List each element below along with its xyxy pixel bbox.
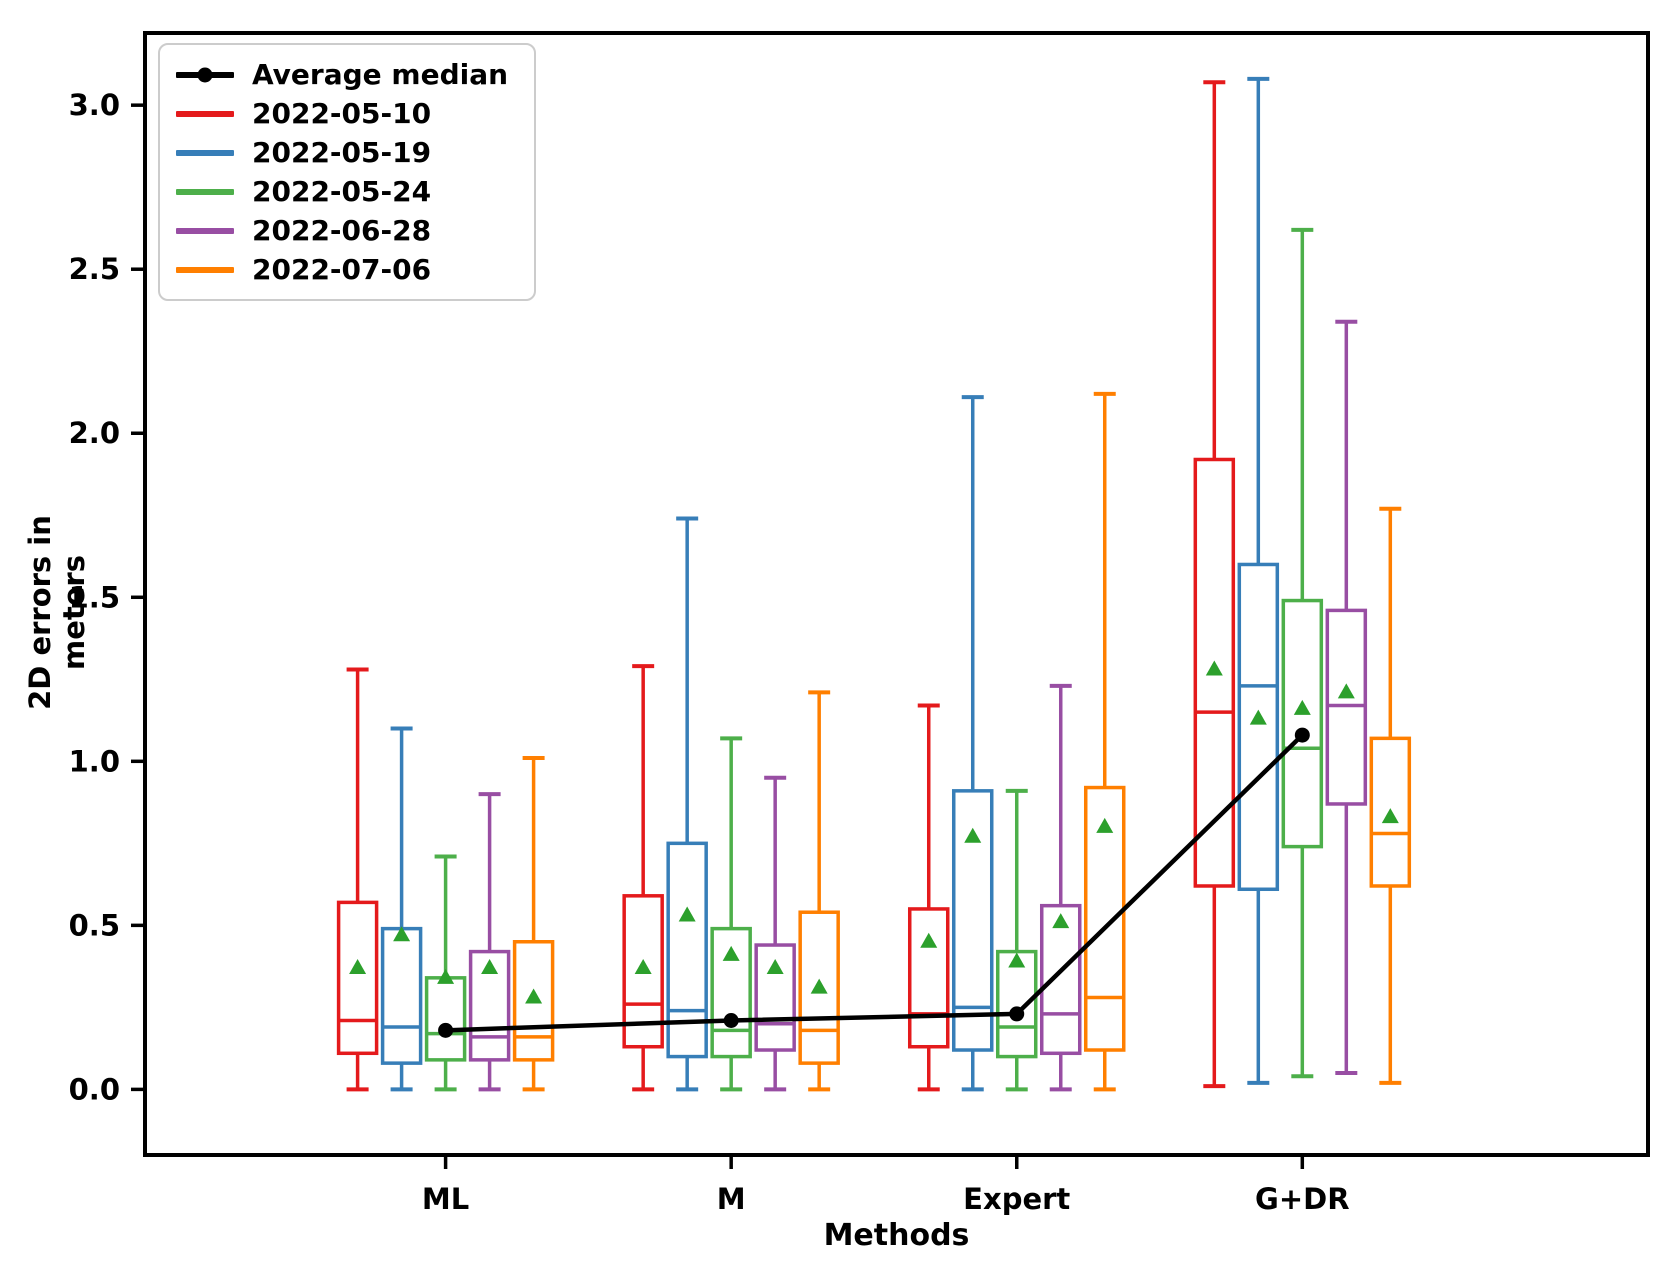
box-2022-05-24-G+DR [1281,598,1324,849]
x-tick-label-G+DR: G+DR [1255,1182,1350,1216]
legend-label: Average median [252,57,509,91]
legend-swatch [176,188,234,195]
box-2022-05-19-G+DR [1237,562,1280,892]
legend-label: 2022-05-19 [252,135,432,169]
mean-marker-2022-07-06-ML [525,988,543,1004]
box-2022-06-28-M [754,943,796,1052]
legend-item-2022-05-19: 2022-05-19 [176,133,508,172]
mean-marker-2022-05-10-M [634,959,652,974]
x-tick-label-ML: ML [422,1182,469,1216]
legend-item-2022-05-24: 2022-05-24 [176,172,508,211]
y-axis-label: 2D errors in meters [23,515,91,710]
mean-marker-2022-05-19-G+DR [1249,709,1267,725]
y-tick-label-0.5: 0.5 [69,908,120,942]
mean-marker-2022-06-28-M [766,959,784,974]
legend-label: 2022-07-06 [252,252,432,286]
box-2022-05-10-ML [336,900,379,1056]
mean-marker-2022-06-28-G+DR [1337,683,1355,699]
y-tick-label-1.0: 1.0 [69,744,120,778]
legend-item-2022-05-10: 2022-05-10 [176,94,508,133]
box-2022-05-10-Expert [907,907,950,1049]
y-tick-label-1.5: 1.5 [69,580,120,614]
mean-marker-2022-05-19-M [678,906,696,922]
y-tick-label-0.0: 0.0 [69,1072,120,1106]
legend-swatch [176,110,234,117]
legend-item-average-median: Average median [176,55,508,94]
mean-marker-2022-06-28-Expert [1052,913,1070,929]
mean-marker-2022-05-24-M [722,945,740,961]
mean-marker-2022-05-19-Expert [964,827,982,843]
average-median-point-G+DR [1294,727,1310,743]
box-2022-06-28-Expert [1039,903,1082,1056]
x-tick-label-Expert: Expert [963,1182,1070,1216]
legend-item-2022-07-06: 2022-07-06 [176,250,508,289]
mean-marker-2022-05-19-ML [393,926,411,942]
y-tick-label-2.0: 2.0 [69,416,120,450]
legend: Average median 2022-05-10 2022-05-19 2022-0… [158,43,537,301]
box-2022-05-24-ML [424,976,467,1062]
x-axis-label: Methods [823,1218,970,1253]
mean-marker-2022-07-06-Expert [1096,817,1114,833]
legend-swatch [176,149,234,156]
x-tick-label-M: M [717,1182,746,1216]
box-2022-07-06-ML [512,940,555,1062]
legend-swatch-line-marker [176,67,234,82]
legend-swatch [176,227,234,234]
legend-label: 2022-06-28 [252,213,432,247]
average-median-point-M [723,1012,739,1028]
mean-marker-2022-05-10-G+DR [1205,660,1223,676]
legend-item-2022-06-28: 2022-06-28 [176,211,508,250]
mean-marker-2022-05-10-Expert [920,932,938,948]
mean-marker-2022-07-06-G+DR [1381,808,1399,824]
legend-label: 2022-05-24 [252,174,432,208]
y-tick-label-3.0: 3.0 [69,88,120,122]
mean-marker-2022-05-10-ML [349,959,367,974]
mean-marker-2022-05-24-ML [437,968,455,984]
y-tick-label-2.5: 2.5 [69,252,120,286]
plot-frame [143,31,1650,1157]
mean-marker-2022-05-24-Expert [1008,952,1026,968]
average-median-point-Expert [1009,1006,1025,1022]
box-2022-05-19-ML [380,926,423,1065]
mean-marker-2022-06-28-ML [481,959,499,974]
mean-marker-2022-07-06-M [810,978,828,994]
average-median-line [445,733,1304,1033]
average-median-point-ML [438,1022,454,1038]
legend-marker-dot [197,67,213,82]
legend-swatch [176,266,234,273]
mean-marker-2022-05-24-G+DR [1293,699,1311,715]
legend-label: 2022-05-10 [252,96,432,130]
